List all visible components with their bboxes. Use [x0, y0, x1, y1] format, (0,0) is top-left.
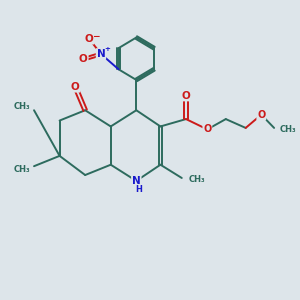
Text: CH₃: CH₃ [279, 125, 296, 134]
Text: O: O [182, 91, 190, 100]
Text: −: − [92, 32, 100, 41]
Text: CH₃: CH₃ [14, 165, 31, 174]
Text: CH₃: CH₃ [14, 102, 31, 111]
Text: H: H [135, 185, 142, 194]
Text: N: N [132, 176, 141, 186]
Text: O: O [79, 54, 88, 64]
Text: O: O [85, 34, 93, 44]
Text: CH₃: CH₃ [189, 175, 206, 184]
Text: O: O [71, 82, 80, 92]
Text: N: N [97, 49, 105, 59]
Text: +: + [104, 46, 110, 52]
Text: O: O [257, 110, 266, 120]
Text: O: O [203, 124, 212, 134]
